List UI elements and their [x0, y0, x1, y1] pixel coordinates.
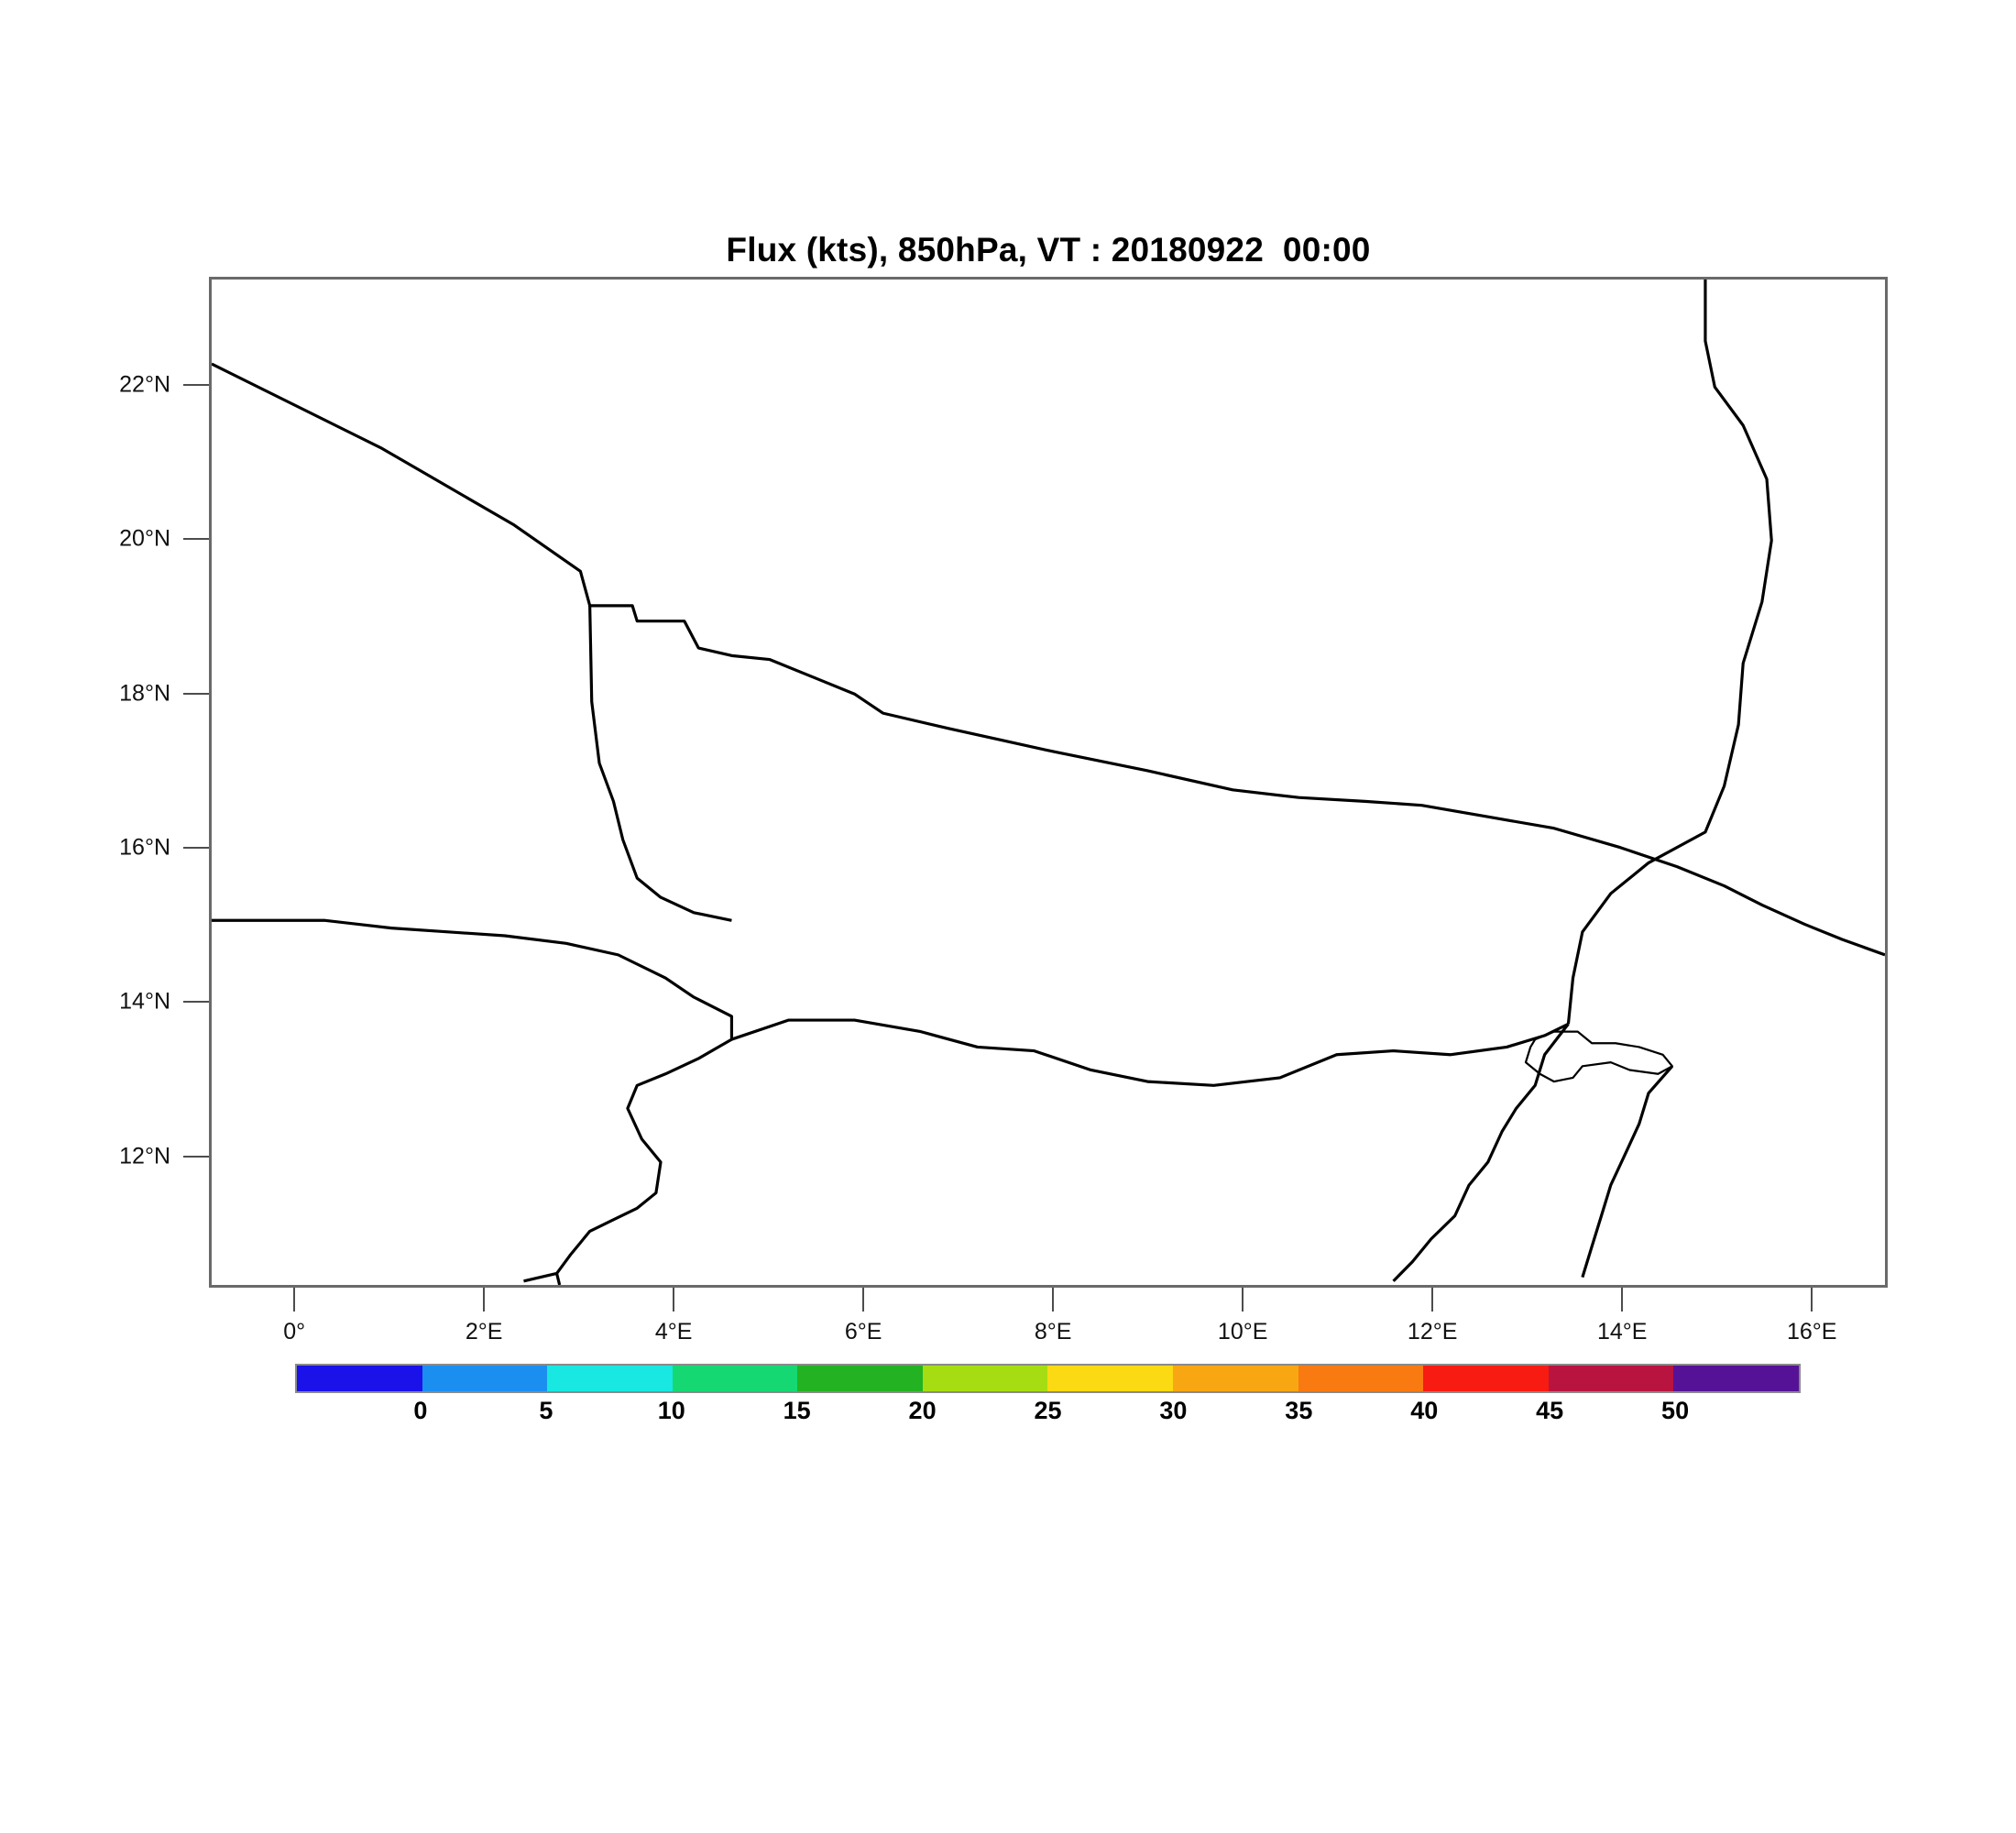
colorbar-segment [672, 1366, 798, 1391]
y-axis-label: 22°N [119, 371, 170, 398]
y-axis-label: 12°N [119, 1143, 170, 1169]
colorbar-segment [1548, 1366, 1674, 1391]
x-axis-label: 4°E [654, 1319, 693, 1345]
colorbar-tick-label: 15 [783, 1397, 811, 1424]
y-axis-tick [183, 847, 209, 850]
colorbar-segment [922, 1366, 1048, 1391]
x-axis-label: 16°E [1786, 1319, 1837, 1345]
colorbar-tick-label: 50 [1661, 1397, 1690, 1424]
colorbar-segment [297, 1366, 422, 1391]
colorbar-segment [1423, 1366, 1549, 1391]
map-plot-area [209, 277, 1888, 1288]
colorbar-segment [1298, 1366, 1424, 1391]
page-title: Flux (kts), 850hPa, VT : 20180922 00:00 [726, 231, 1371, 269]
colorbar-tick-label: 45 [1536, 1397, 1564, 1424]
x-axis-label: 0° [283, 1319, 306, 1345]
colorbar-tick-label: 20 [908, 1397, 937, 1424]
x-axis-label: 2°E [465, 1319, 503, 1345]
x-axis-tick [673, 1288, 675, 1312]
colorbar-segment [797, 1366, 923, 1391]
colorbar-tick-label: 35 [1285, 1397, 1313, 1424]
x-axis-label: 14°E [1596, 1319, 1648, 1345]
x-axis-tick [293, 1288, 296, 1312]
y-axis-tick [183, 1155, 209, 1158]
x-axis-label: 6°E [844, 1319, 882, 1345]
colorbar-tick-label: 5 [539, 1397, 553, 1424]
y-axis-label: 16°N [119, 834, 170, 861]
y-axis-tick [183, 538, 209, 541]
colorbar-segment [1673, 1366, 1799, 1391]
x-axis-tick [1242, 1288, 1244, 1312]
colorbar-tick-label: 0 [413, 1397, 428, 1424]
y-axis-tick [183, 692, 209, 695]
y-axis-label: 14°N [119, 988, 170, 1015]
x-axis-label: 12°E [1407, 1319, 1458, 1345]
y-axis-label: 18°N [119, 680, 170, 707]
x-axis-label: 8°E [1034, 1319, 1072, 1345]
colorbar [295, 1364, 1801, 1393]
colorbar-tick-label: 10 [657, 1397, 685, 1424]
colorbar-segment [422, 1366, 548, 1391]
x-axis-label: 10°E [1217, 1319, 1268, 1345]
colorbar-segment [1173, 1366, 1298, 1391]
y-axis-tick [183, 383, 209, 386]
colorbar-tick-labels: 0 5 10 15 20 25 30 35 40 45 50 [0, 1397, 2016, 1433]
x-axis-tick [1431, 1288, 1434, 1312]
y-axis-label: 20°N [119, 525, 170, 552]
colorbar-segment [547, 1366, 673, 1391]
y-axis-tick [183, 1001, 209, 1004]
colorbar-tick-label: 25 [1034, 1397, 1062, 1424]
x-axis-tick [1052, 1288, 1055, 1312]
streamline-layer [212, 280, 1885, 1285]
colorbar-tick-label: 30 [1159, 1397, 1188, 1424]
x-axis-tick [862, 1288, 865, 1312]
x-axis-tick [1811, 1288, 1813, 1312]
colorbar-tick-label: 40 [1410, 1397, 1439, 1424]
x-axis-tick [1621, 1288, 1624, 1312]
x-axis-tick [483, 1288, 486, 1312]
colorbar-segment [1047, 1366, 1174, 1391]
